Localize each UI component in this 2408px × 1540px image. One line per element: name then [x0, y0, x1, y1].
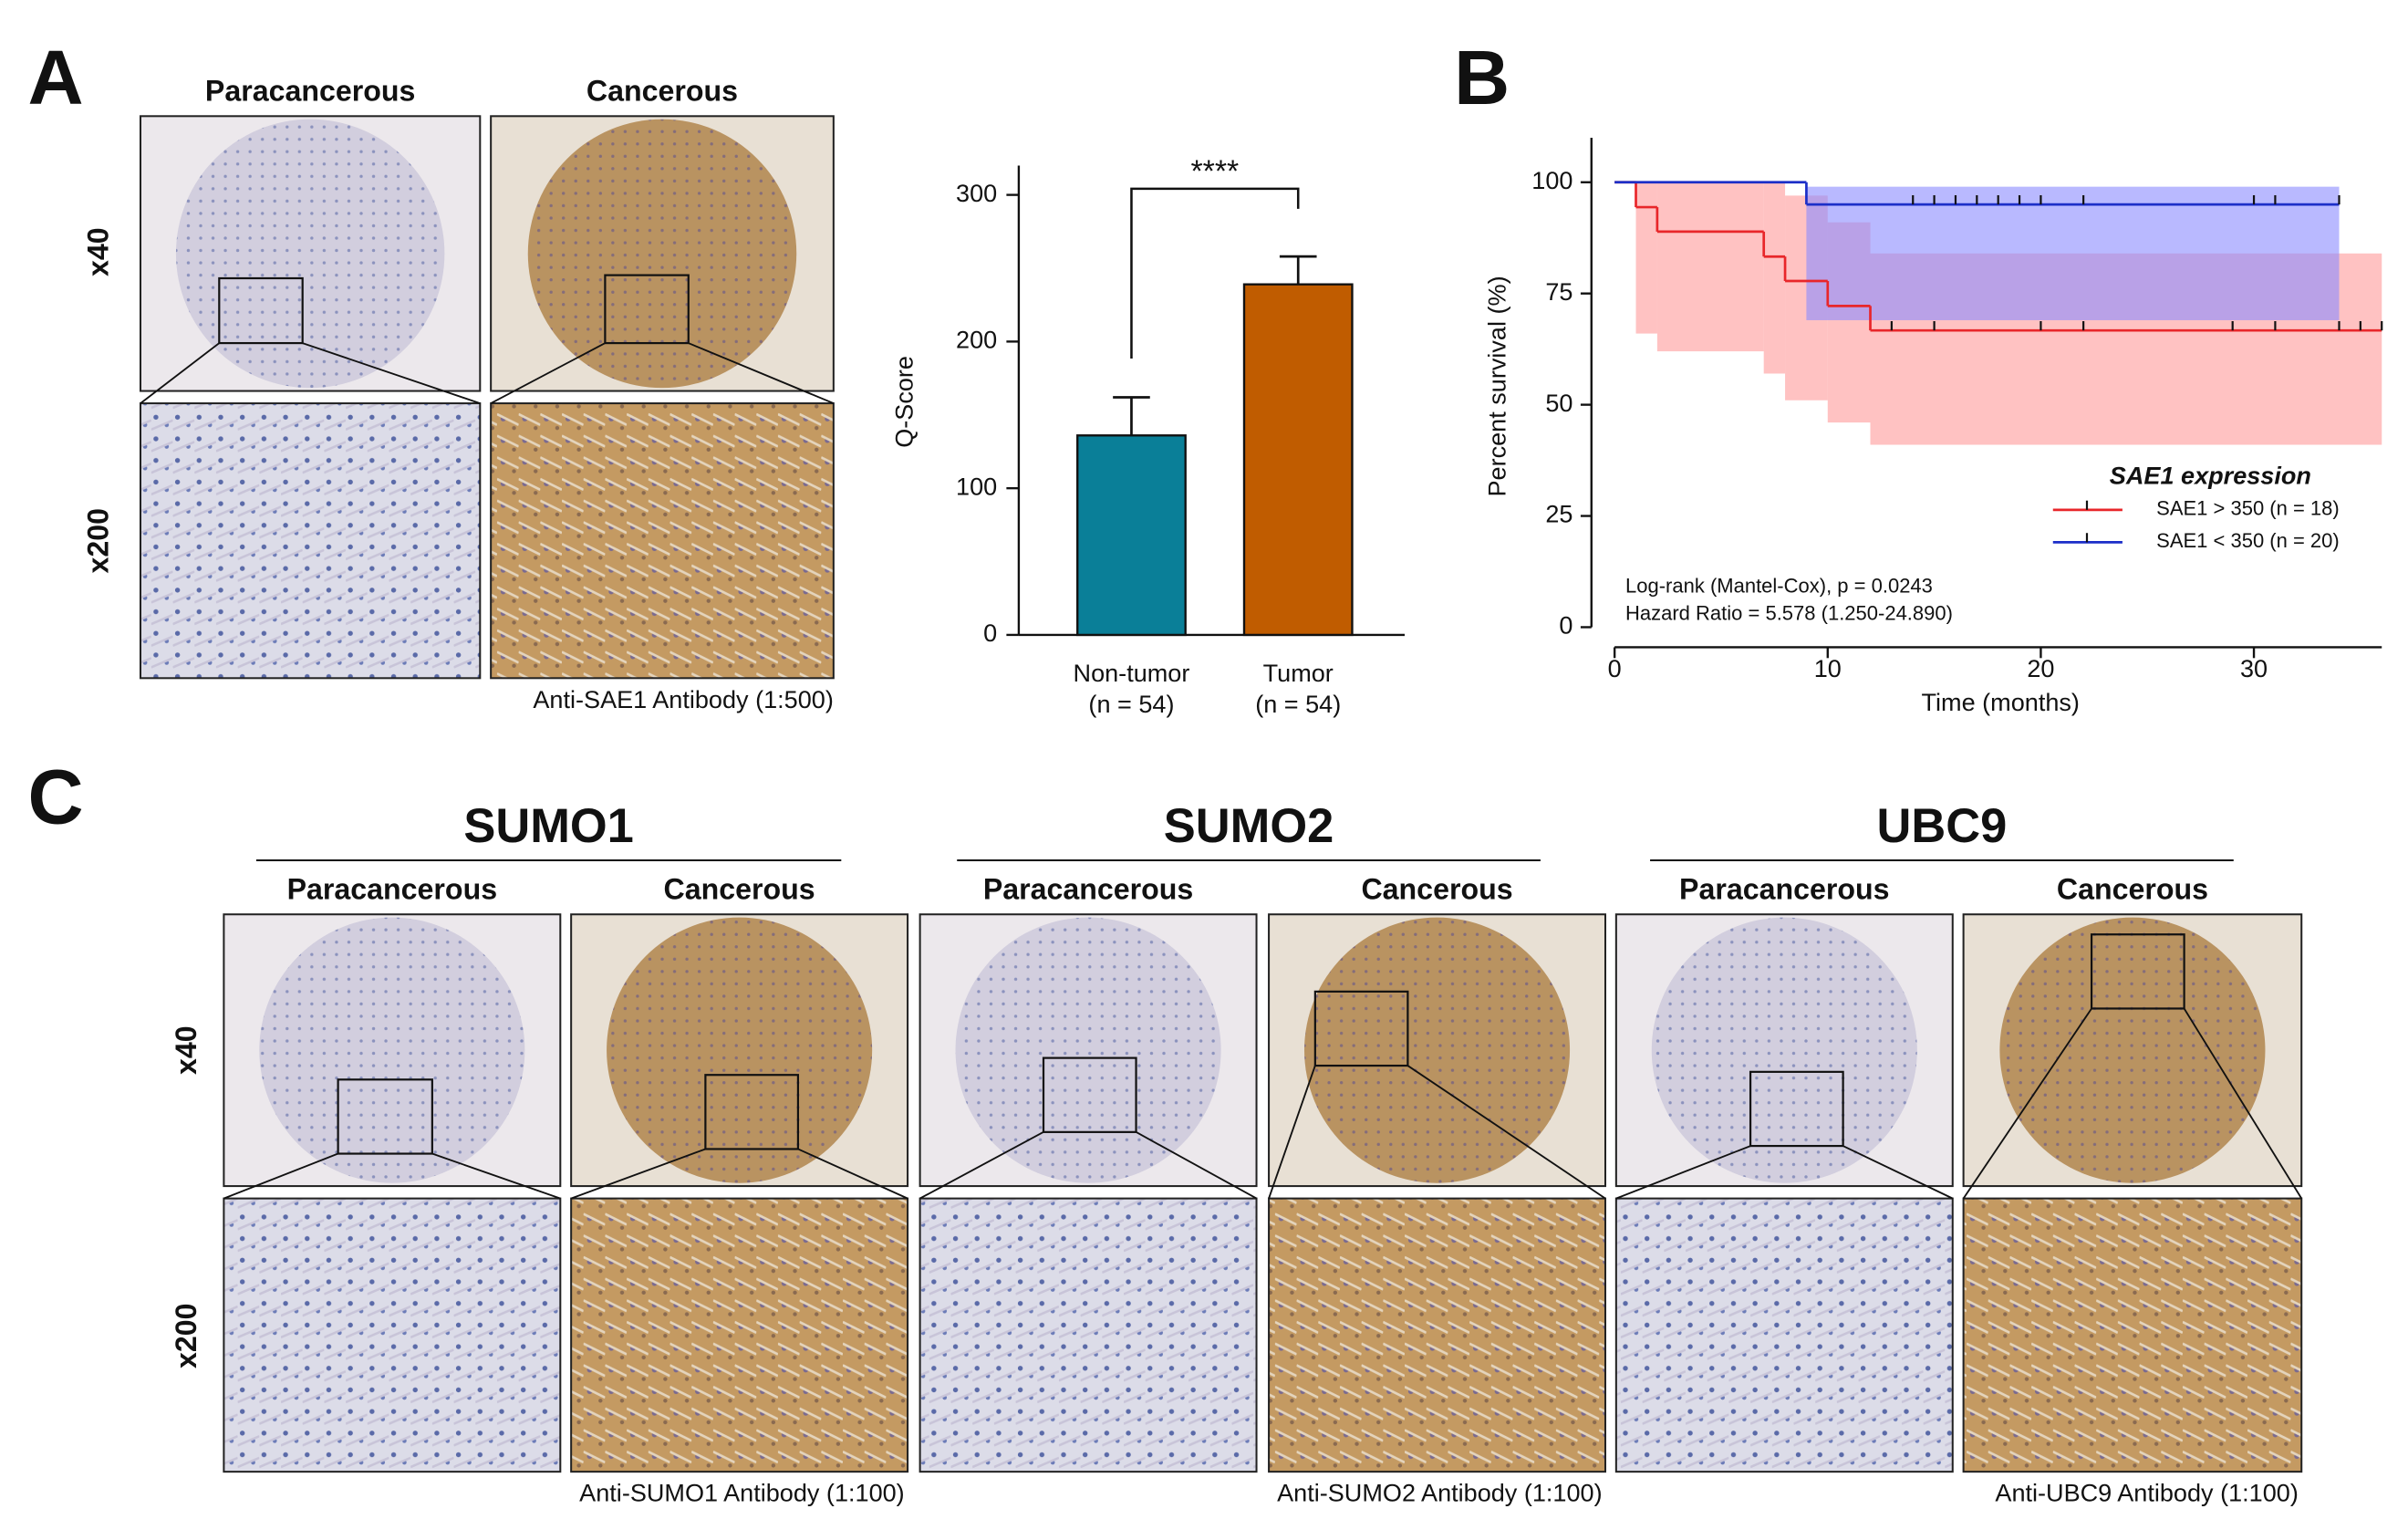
zoom-line	[1962, 1007, 2092, 1200]
zoom-line	[302, 342, 481, 404]
zoom-line	[223, 1152, 338, 1200]
tissue-core	[1651, 917, 1917, 1183]
column-label: Paracancerous	[287, 872, 497, 905]
micrograph-high	[570, 1197, 909, 1473]
confidence-band	[1806, 186, 2340, 320]
y-tick-label: 300	[956, 179, 997, 207]
zoom-line	[490, 342, 606, 404]
x-tick-label: Non-tumor	[1074, 659, 1190, 687]
caption: Anti-SAE1 Antibody (1:500)	[533, 685, 833, 713]
caption: Anti-UBC9 Antibody (1:100)	[1995, 1479, 2298, 1507]
zoom-line	[570, 1148, 706, 1200]
tissue-core	[259, 917, 525, 1183]
zoom-box	[218, 276, 304, 345]
micrograph-high	[1268, 1197, 1607, 1473]
y-tick-label: 50	[1545, 389, 1572, 417]
tissue-core	[527, 119, 797, 389]
error-bar	[1113, 396, 1150, 436]
y-axis-label: Percent survival (%)	[1482, 276, 1510, 496]
x-tick-note: (n = 54)	[1088, 690, 1174, 718]
zoom-box	[2090, 933, 2185, 1010]
zoom-box	[1042, 1056, 1137, 1133]
zoom-line	[797, 1148, 908, 1200]
group-title: UBC9	[1877, 800, 2008, 853]
x-tick-label: 20	[2027, 654, 2054, 682]
tissue-core	[1304, 917, 1571, 1183]
y-tick-label: 100	[956, 472, 997, 500]
micrograph-high	[919, 1197, 1258, 1473]
legend-label: SAE1 > 350 (n = 18)	[2156, 497, 2340, 520]
panel-label: B	[1454, 34, 1510, 120]
annotation: Log-rank (Mantel-Cox), p = 0.0243	[1625, 574, 1933, 597]
zoom-line	[919, 1131, 1044, 1200]
annotation: ****	[1191, 154, 1240, 189]
row-label: x200	[170, 1303, 202, 1368]
zoom-box	[1749, 1070, 1844, 1148]
zoom-line	[1842, 1145, 1954, 1200]
zoom-box	[604, 274, 690, 345]
column-label: Cancerous	[2057, 872, 2208, 905]
zoom-box	[1313, 990, 1409, 1067]
y-tick-label: 100	[1531, 166, 1572, 194]
zoom-line	[1268, 1065, 1316, 1199]
tissue-core	[607, 917, 873, 1183]
y-axis-label: Q-Score	[890, 356, 919, 448]
error-bar	[1279, 255, 1317, 285]
annotation: Hazard Ratio = 5.578 (1.250-24.890)	[1625, 602, 1953, 625]
y-tick-label: 75	[1545, 277, 1572, 306]
y-tick-label: 25	[1545, 500, 1572, 528]
zoom-line	[688, 342, 835, 404]
x-tick-label: 10	[1814, 654, 1842, 682]
y-tick-label: 0	[1559, 611, 1572, 640]
zoom-line	[1406, 1065, 1606, 1200]
column-label: Paracancerous	[1679, 872, 1889, 905]
x-tick-note: (n = 54)	[1255, 690, 1341, 718]
panel-label: A	[27, 34, 83, 120]
zoom-box	[704, 1074, 800, 1150]
zoom-box	[337, 1078, 433, 1155]
confidence-band	[1763, 182, 1786, 374]
x-axis-label: Time (months)	[1922, 688, 2080, 716]
zoom-line	[431, 1152, 561, 1200]
column-label: Cancerous	[664, 872, 815, 905]
micrograph-high	[1614, 1197, 1954, 1473]
legend-label: SAE1 < 350 (n = 20)	[2156, 529, 2340, 552]
tissue-core	[1999, 917, 2266, 1183]
column-label: Paracancerous	[983, 872, 1193, 905]
bar	[1076, 434, 1187, 637]
y-tick-label: 0	[983, 619, 997, 647]
caption: Anti-SUMO2 Antibody (1:100)	[1277, 1479, 1602, 1507]
row-label: x40	[170, 1025, 202, 1075]
bar	[1242, 283, 1354, 637]
significance-bracket	[1130, 187, 1300, 359]
confidence-band	[1656, 182, 1764, 352]
tissue-core	[955, 917, 1221, 1183]
tissue-core	[175, 119, 445, 389]
zoom-line	[1136, 1131, 1257, 1200]
row-label: x200	[81, 508, 114, 574]
micrograph-high	[223, 1197, 562, 1473]
micrograph-high	[139, 402, 482, 680]
caption: Anti-SUMO1 Antibody (1:100)	[579, 1479, 905, 1507]
micrograph-high	[490, 402, 835, 680]
x-tick-label: 30	[2240, 654, 2268, 682]
legend-title: SAE1 expression	[2110, 461, 2311, 489]
column-label: Cancerous	[586, 74, 738, 107]
zoom-line	[2183, 1007, 2303, 1200]
group-title: SUMO2	[1164, 800, 1334, 853]
column-label: Paracancerous	[205, 74, 415, 107]
column-label: Cancerous	[1361, 872, 1512, 905]
x-tick-label: 0	[1608, 654, 1622, 682]
y-tick-label: 200	[956, 326, 997, 354]
zoom-line	[140, 342, 220, 404]
micrograph-high	[1962, 1197, 2303, 1473]
row-label: x40	[82, 227, 115, 276]
confidence-band	[1635, 182, 1657, 334]
zoom-line	[1615, 1145, 1751, 1200]
x-tick-label: Tumor	[1263, 659, 1334, 687]
panel-label: C	[27, 754, 83, 840]
group-title: SUMO1	[463, 800, 634, 853]
